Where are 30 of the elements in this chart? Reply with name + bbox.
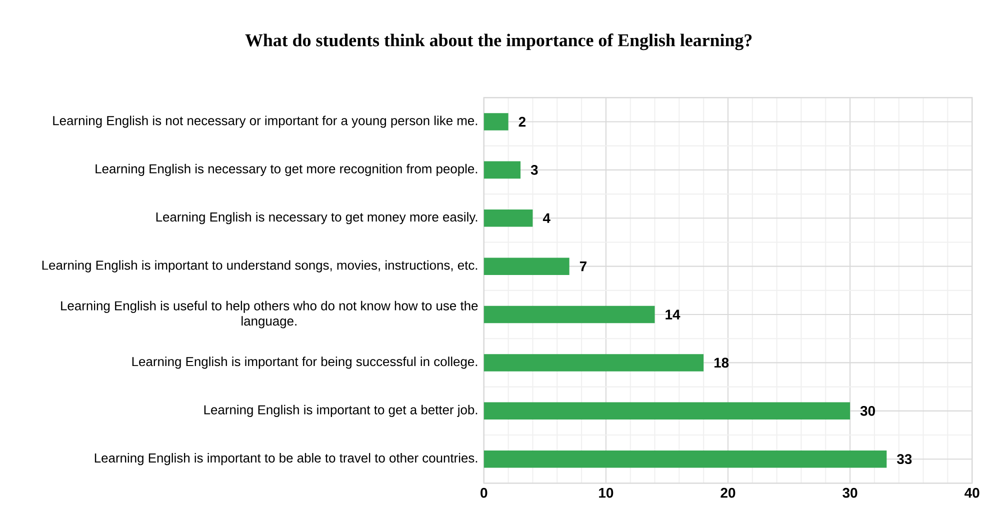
data-label: 7 xyxy=(580,262,586,272)
y-tick-label: Learning English is necessary to get more recognition from people. xyxy=(96,164,478,176)
bar xyxy=(484,402,850,420)
x-tick-label: 40 xyxy=(964,488,980,498)
x-tick-label: 20 xyxy=(720,488,736,498)
bar xyxy=(484,113,508,130)
data-label: 3 xyxy=(530,164,538,175)
bar xyxy=(484,209,533,227)
chart-title: What do students think about the importance of English learning? xyxy=(245,34,752,50)
bar xyxy=(484,354,704,372)
x-tick-label: 30 xyxy=(842,488,858,498)
y-tick-label: Learning English is necessary to get money more easily. xyxy=(156,212,478,224)
bar xyxy=(484,450,887,468)
y-tick-label: Learning English is important to be able to travel to other countries. xyxy=(94,453,478,466)
bar xyxy=(484,306,655,324)
bar xyxy=(484,258,570,275)
y-tick-label: Learning English is useful to help others who do not know how to use the language. xyxy=(61,300,478,328)
x-tick-label: 10 xyxy=(599,488,614,498)
data-label: 2 xyxy=(518,116,526,127)
data-label: 4 xyxy=(542,213,550,223)
x-tick-label: 0 xyxy=(480,488,488,498)
y-tick-label: Learning English is not necessary or important for a young person like me. xyxy=(53,116,478,128)
data-label: 30 xyxy=(860,406,875,416)
data-label: 18 xyxy=(714,358,729,368)
data-label: 33 xyxy=(896,454,912,464)
y-tick-label: Learning English is important for being successful in college. xyxy=(132,356,478,369)
y-tick-label: Learning English is important to understand songs, movies, instructions, etc. xyxy=(42,260,478,272)
y-tick-label: Learning English is important to get a better job. xyxy=(204,404,478,417)
bar xyxy=(484,161,521,179)
data-label: 14 xyxy=(666,310,680,320)
